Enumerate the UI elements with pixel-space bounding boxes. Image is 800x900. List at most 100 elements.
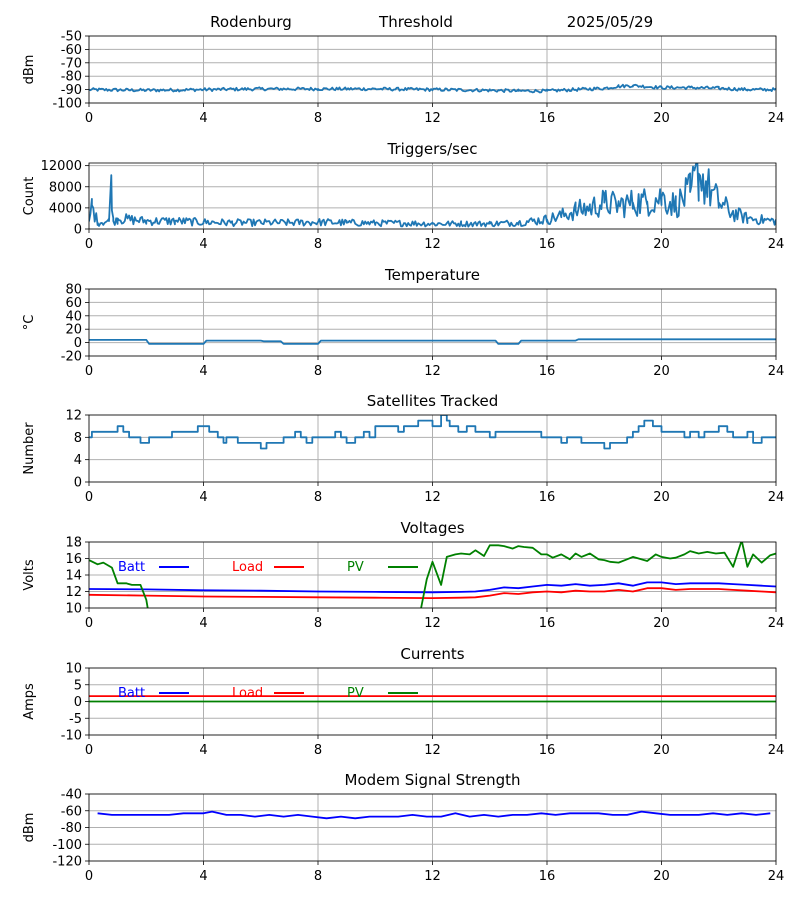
currents-ytick-label: 5 [74,678,82,693]
voltages-plot-area [89,542,776,608]
modem-frame [88,793,777,862]
triggers-ytick-label: 8000 [49,180,82,195]
voltages-series-batt [89,581,776,594]
triggers-xtick-label: 16 [539,237,556,252]
rssi-chart: 0 4 8 12 16 20 24 -100-90-80-70-60-50 dBm [22,30,784,127]
voltages-xtick-label: 20 [653,616,670,631]
temperature-xtick-label: 20 [653,364,670,379]
temperature-ytick-label: 20 [65,323,82,338]
currents-legend-batt: Batt [118,686,145,701]
header-station: Rodenburg [210,13,292,31]
satellites-xtick-label: 16 [539,490,556,505]
satellites-frame [88,414,777,483]
temperature-xtick-label: 24 [768,364,785,379]
triggers-series-0 [89,163,776,228]
triggers-xtick-label: 0 [85,237,93,252]
voltages-ylabel: Volts [22,559,37,591]
currents-legend-load: Load [232,686,263,701]
voltages-legend-pv: PV [347,560,364,575]
rssi-xtick-label: 24 [768,111,785,126]
temperature-series-0 [89,338,776,345]
rssi-plot-area [89,83,776,94]
temperature-ytick-label: -20 [61,350,82,365]
modem-xtick-label: 12 [424,869,441,884]
triggers-xtick-label: 24 [768,237,785,252]
satellites-ytick-label: 0 [74,476,82,491]
voltages-series-pv [420,542,776,608]
voltages-xtick-label: 8 [314,616,322,631]
voltages-series-pv [89,559,149,608]
triggers-xtick-label: 20 [653,237,670,252]
rssi-xtick-label: 20 [653,111,670,126]
modem-ytick-label: -100 [52,838,82,853]
satellites-ylabel: Number [22,422,37,475]
satellites-xtick-label: 8 [314,490,322,505]
satellites-xtick-label: 4 [199,490,207,505]
rssi-ytick-label: -70 [61,56,82,71]
rssi-frame [88,35,777,104]
currents-ytick-label: 0 [74,695,82,710]
satellites-ytick-label: 8 [74,431,82,446]
currents-xtick-label: 4 [199,743,207,758]
temperature-ytick-label: 60 [65,296,82,311]
temperature-xtick-label: 16 [539,364,556,379]
currents-title: Currents [400,645,464,663]
currents-xtick-label: 0 [85,743,93,758]
triggers-chart: 0 4 8 12 16 20 24 0 4000 8000 12000 Triggers/sec Cou… [22,140,784,252]
currents-frame [88,667,777,736]
rssi-ytick-label: -80 [61,70,82,85]
modem-ytick-label: -40 [61,788,82,803]
currents-ytick-label: 10 [65,662,82,677]
modem-chart: 0 4 8 12 16 20 24 -120 -100 -80 -60-40 Modem Signal… [22,771,784,884]
temperature-frame [88,288,777,357]
triggers-frame [88,162,777,230]
temperature-title: Temperature [384,266,480,284]
rssi-xtick-label: 8 [314,111,322,126]
voltages-title: Voltages [400,519,464,537]
satellites-ytick-label: 12 [65,409,82,424]
modem-xtick-label: 4 [199,869,207,884]
voltages-xtick-label: 12 [424,616,441,631]
triggers-ytick-label: 4000 [49,201,82,216]
currents-xtick-label: 16 [539,743,556,758]
temperature-ytick-label: 40 [65,309,82,324]
satellites-xtick-label: 24 [768,490,785,505]
rssi-xtick-label: 0 [85,111,93,126]
temperature-xtick-label: 4 [199,364,207,379]
temperature-plot-area [89,338,776,345]
rssi-ytick-label: -60 [61,43,82,58]
satellites-plot-area [89,415,776,450]
triggers-ytick-label: 0 [74,223,82,238]
voltages-frame [88,541,777,609]
voltages-xtick-label: 0 [85,616,93,631]
triggers-plot-area [89,163,776,228]
voltages-legend-batt: Batt [118,560,145,575]
modem-xtick-label: 20 [653,869,670,884]
rssi-xtick-label: 4 [199,111,207,126]
triggers-xtick-label: 4 [199,237,207,252]
rssi-ytick-label: -100 [52,97,82,112]
triggers-ytick-label: 12000 [41,159,82,174]
currents-chart: 0 4 8 12 16 20 24 -10 -5 0 510 Currents Amps Batt Load… [22,645,784,758]
modem-plot-area [97,810,771,820]
currents-xtick-label: 20 [653,743,670,758]
triggers-ylabel: Count [22,177,37,216]
currents-ytick-label: -5 [69,712,82,727]
currents-xtick-label: 24 [768,743,785,758]
modem-xtick-label: 0 [85,869,93,884]
modem-ylabel: dBm [22,813,37,843]
voltages-series-load [89,587,776,599]
currents-ylabel: Amps [22,683,37,720]
modem-xtick-label: 16 [539,869,556,884]
temperature-ytick-label: 0 [74,336,82,351]
modem-series-0 [97,810,771,820]
modem-title: Modem Signal Strength [345,771,521,789]
rssi-xtick-label: 12 [424,111,441,126]
satellites-series-0 [89,415,776,450]
satellites-xtick-label: 0 [85,490,93,505]
temperature-xtick-label: 8 [314,364,322,379]
voltages-xtick-label: 24 [768,616,785,631]
temperature-ylabel: °C [22,315,37,331]
